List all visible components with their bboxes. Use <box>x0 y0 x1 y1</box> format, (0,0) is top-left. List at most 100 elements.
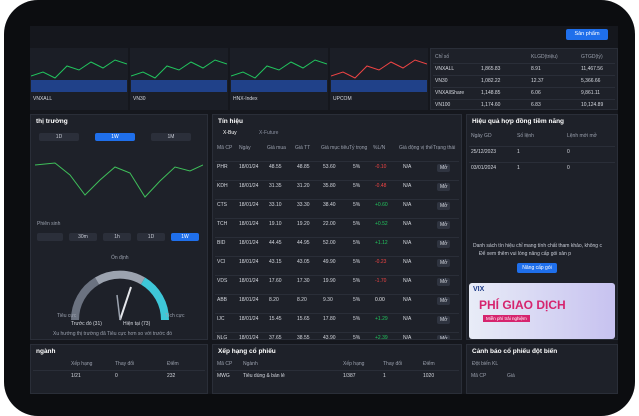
sector-rank-panel: ngành Xếp hạng Thay đổi Điểm 1/21 0 232 <box>30 344 208 394</box>
cell: 18/01/24 <box>239 183 259 189</box>
cell: N/A <box>403 335 412 340</box>
row-divider <box>215 161 459 162</box>
row-divider <box>433 87 615 88</box>
mini-charts: VNXALL VN30 HNX-Index UPCOM <box>30 48 428 110</box>
gauge-arc <box>70 277 100 321</box>
cell: Mở <box>437 202 451 210</box>
mini-chart: VN30 <box>130 48 228 110</box>
index-name: HNX-Index <box>233 96 258 102</box>
cell: VN100 <box>435 102 451 108</box>
upgrade-button[interactable]: Nâng cấp gói <box>517 263 557 273</box>
column-header: Mã CP <box>217 145 233 151</box>
cell: 18/01/24 <box>239 164 259 170</box>
stock-rank-panel: Xếp hạng cổ phiếu Mã CP Ngành Xếp hạng Thay… <box>212 344 462 394</box>
cell: N/A <box>403 259 412 265</box>
period-tab[interactable]: 1W <box>95 133 135 141</box>
cell: 10,124.89 <box>581 102 604 108</box>
cell: +0.60 <box>375 202 388 208</box>
cell: CTS <box>217 202 227 208</box>
cell: 1,174.60 <box>481 102 501 108</box>
cell: 5% <box>353 259 361 265</box>
period-tab[interactable]: 1D <box>39 133 79 141</box>
cell: VN30 <box>435 78 448 84</box>
cell: 6.06 <box>531 90 541 96</box>
row-divider <box>215 332 459 333</box>
session-label: Phiên sinh <box>37 221 61 227</box>
notice-line: Danh sách tín hiệu chỉ mang tính chất th… <box>473 243 602 249</box>
cell: N/A <box>403 278 412 284</box>
cell: 19.10 <box>269 221 282 227</box>
panel-title: ngành <box>36 348 56 355</box>
gauge-center: Ổn định <box>111 255 129 261</box>
interval-tab[interactable] <box>37 233 63 241</box>
cell: N/A <box>403 183 412 189</box>
interval-tab[interactable]: 1W <box>171 233 199 241</box>
cell: 0.00 <box>375 297 385 303</box>
column-header: Giá <box>507 373 515 379</box>
row-divider <box>215 199 459 200</box>
cell: 22.00 <box>323 221 336 227</box>
cell: N/A <box>403 221 412 227</box>
period-tab[interactable]: 1M <box>151 133 191 141</box>
cell: N/A <box>403 316 412 322</box>
cell: 53.60 <box>323 164 336 170</box>
cell: 18/01/24 <box>239 335 259 340</box>
cell: 9,861.11 <box>581 90 601 96</box>
alerts-tab[interactable]: Đột biến KL <box>472 361 499 367</box>
interval-tab[interactable]: 30m <box>69 233 97 241</box>
cell: 31.35 <box>269 183 282 189</box>
signal-tab[interactable]: X-Future <box>259 130 279 136</box>
row-divider <box>469 146 615 147</box>
cell: 18/01/24 <box>239 316 259 322</box>
index-name: VNXALL <box>33 96 53 102</box>
cell: 1/387 <box>343 373 356 379</box>
cell: 48.55 <box>269 164 282 170</box>
ad-text: Miễn phí trải nghiệm <box>483 315 530 322</box>
sparkline <box>331 59 427 92</box>
cell: 1 <box>517 149 520 155</box>
cell: VDS <box>217 278 228 284</box>
column-header: Số lệnh <box>517 133 534 139</box>
cell: PHR <box>217 164 228 170</box>
signal-tab[interactable]: X-Buy <box>223 130 237 136</box>
cell: 1 <box>517 165 520 171</box>
cell: 18/01/24 <box>239 221 259 227</box>
cell: N/A <box>403 297 412 303</box>
cell: 25/12/2023 <box>471 149 497 155</box>
cell: 1 <box>383 373 386 379</box>
cell: 18/01/24 <box>239 259 259 265</box>
volume <box>331 80 427 92</box>
cell: IJC <box>217 316 225 322</box>
cell: -1.70 <box>375 278 387 284</box>
cell: 49.90 <box>323 259 336 265</box>
column-header: Chỉ số <box>435 54 450 60</box>
cell: +1.12 <box>375 240 388 246</box>
column-header: Điểm <box>423 361 435 367</box>
cell: Mở <box>437 240 451 248</box>
cell: 8.20 <box>297 297 307 303</box>
row-divider <box>215 256 459 257</box>
interval-tab[interactable]: 1D <box>137 233 165 241</box>
cell: 19.20 <box>297 221 310 227</box>
signals-panel: Tín hiệu X-Buy X-Future Mã CP Ngày Giá mua Gi… <box>212 114 462 340</box>
ad-banner[interactable]: VIX PHÍ GIAO DỊCH Miễn phí trải nghiệm <box>469 283 615 339</box>
cell: 18/01/24 <box>239 202 259 208</box>
cell: 5% <box>353 183 361 189</box>
cell: 43.05 <box>297 259 310 265</box>
panel-title: Xếp hạng cổ phiếu <box>218 348 276 355</box>
column-header: Giá động vị thế <box>399 145 433 151</box>
cell: 232 <box>167 373 176 379</box>
column-header: Tỷ trọng <box>349 145 368 151</box>
gauge-needle <box>116 294 121 321</box>
cell: Mở <box>437 259 451 267</box>
interval-tab[interactable]: 1h <box>103 233 131 241</box>
cell: +2.39 <box>375 335 388 340</box>
cell: MWG <box>217 373 230 379</box>
column-header: Xếp hạng <box>71 361 93 367</box>
cell: 5% <box>353 202 361 208</box>
market-note: Xu hướng thị trường đã Tiêu cực hơn so v… <box>53 331 172 337</box>
cell: 1,148.85 <box>481 90 501 96</box>
product-button[interactable]: Sản phẩm <box>566 29 608 40</box>
mini-chart: HNX-Index <box>230 48 328 110</box>
cell: 52.00 <box>323 240 336 246</box>
